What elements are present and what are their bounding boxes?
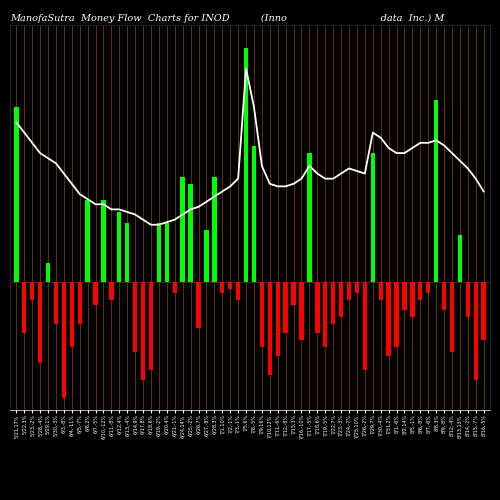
Bar (355, 282, 359, 294)
Bar (38, 282, 42, 364)
Bar (252, 146, 256, 282)
Bar (276, 282, 280, 356)
Bar (204, 230, 208, 281)
Bar (402, 282, 406, 310)
Bar (196, 282, 200, 329)
Bar (331, 282, 336, 324)
Bar (236, 282, 240, 300)
Bar (14, 106, 18, 282)
Bar (228, 282, 232, 288)
Bar (102, 200, 105, 281)
Bar (292, 282, 296, 305)
Bar (46, 263, 50, 281)
Bar (94, 282, 98, 305)
Bar (30, 282, 34, 300)
Bar (149, 282, 153, 370)
Bar (188, 184, 193, 282)
Bar (78, 282, 82, 324)
Bar (370, 154, 375, 282)
Bar (418, 282, 422, 300)
Bar (22, 282, 26, 333)
Text: ManofaSutra  Money Flow  Charts for INOD          (Inno                         : ManofaSutra Money Flow Charts for INOD (… (10, 14, 444, 23)
Bar (426, 282, 430, 294)
Bar (260, 282, 264, 347)
Bar (315, 282, 320, 333)
Bar (323, 282, 328, 347)
Bar (410, 282, 414, 316)
Bar (244, 48, 248, 282)
Bar (62, 282, 66, 399)
Bar (466, 282, 470, 316)
Bar (86, 200, 90, 281)
Bar (307, 154, 312, 282)
Bar (386, 282, 391, 356)
Bar (339, 282, 344, 316)
Bar (284, 282, 288, 333)
Bar (109, 282, 114, 300)
Bar (133, 282, 138, 352)
Bar (220, 282, 224, 294)
Bar (172, 282, 177, 294)
Bar (442, 282, 446, 310)
Bar (117, 212, 121, 282)
Bar (180, 176, 185, 282)
Bar (164, 224, 169, 282)
Bar (474, 282, 478, 380)
Bar (125, 224, 130, 282)
Bar (268, 282, 272, 375)
Bar (394, 282, 398, 347)
Bar (156, 224, 161, 282)
Bar (347, 282, 351, 300)
Bar (141, 282, 145, 380)
Bar (212, 176, 216, 282)
Bar (458, 235, 462, 282)
Bar (70, 282, 74, 347)
Bar (362, 282, 367, 370)
Bar (300, 282, 304, 340)
Bar (54, 282, 58, 324)
Bar (450, 282, 454, 352)
Bar (378, 282, 383, 300)
Bar (482, 282, 486, 340)
Bar (434, 100, 438, 282)
